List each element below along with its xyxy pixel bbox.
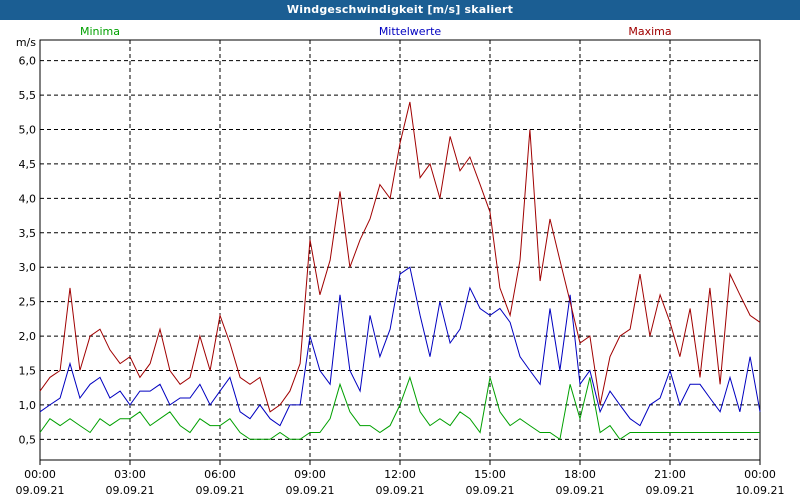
- y-tick-label: 6,0: [19, 55, 37, 68]
- wind-speed-chart: 0,5 1,0 1,5 2,0 2,5 3,0 3,5 4,0 4,5 5,0 5,5 6,0 m/s 0…: [16, 25, 785, 497]
- y-tick-label: 1,0: [19, 399, 37, 412]
- x-tick-time: 00:00: [24, 468, 56, 481]
- x-tick-date: 09.09.21: [646, 484, 695, 497]
- series-line-minima: [39, 375, 760, 441]
- x-tick-date: 09.09.21: [376, 484, 425, 497]
- y-tick-label: 4,0: [19, 192, 37, 205]
- x-tick-time: 15:00: [474, 468, 506, 481]
- y-tick-label: 1,5: [19, 364, 37, 377]
- y-axis-unit-label: m/s: [16, 36, 36, 49]
- y-tick-label: 2,0: [19, 330, 37, 343]
- legend-mittelwerte: Mittelwerte: [379, 25, 442, 38]
- x-tick-date: 09.09.21: [106, 484, 155, 497]
- plot-area: 0,5 1,0 1,5 2,0 2,5 3,0 3,5 4,0 4,5 5,0 5,5 6,0 m/s 0…: [0, 20, 800, 500]
- x-tick-time: 18:00: [564, 468, 596, 481]
- x-tick-time: 09:00: [294, 468, 326, 481]
- x-tick-date: 09.09.21: [286, 484, 335, 497]
- x-tick-time: 03:00: [114, 468, 146, 481]
- y-tick-label: 5,5: [19, 89, 37, 102]
- x-tick-time: 00:00: [744, 468, 776, 481]
- y-tick-label: 4,5: [19, 158, 37, 171]
- series-line-maxima: [39, 101, 761, 413]
- x-tick-date: 09.09.21: [556, 484, 605, 497]
- x-tick-date: 10.09.21: [736, 484, 785, 497]
- y-tick-label: 3,5: [19, 227, 37, 240]
- legend-maxima: Maxima: [628, 25, 671, 38]
- window-title: Windgeschwindigkeit [m/s] skaliert: [0, 0, 800, 20]
- x-tick-time: 06:00: [204, 468, 236, 481]
- y-tick-label: 5,0: [19, 124, 37, 137]
- series-line-mittelwerte: [39, 266, 761, 427]
- x-tick-date: 09.09.21: [196, 484, 245, 497]
- x-tick-date: 09.09.21: [466, 484, 515, 497]
- y-tick-label: 3,0: [19, 261, 37, 274]
- x-tick-time: 12:00: [384, 468, 416, 481]
- x-tick-date: 09.09.21: [16, 484, 65, 497]
- y-tick-label: 0,5: [19, 433, 37, 446]
- x-tick-time: 21:00: [654, 468, 686, 481]
- legend-minima: Minima: [80, 25, 120, 38]
- y-tick-label: 2,5: [19, 296, 37, 309]
